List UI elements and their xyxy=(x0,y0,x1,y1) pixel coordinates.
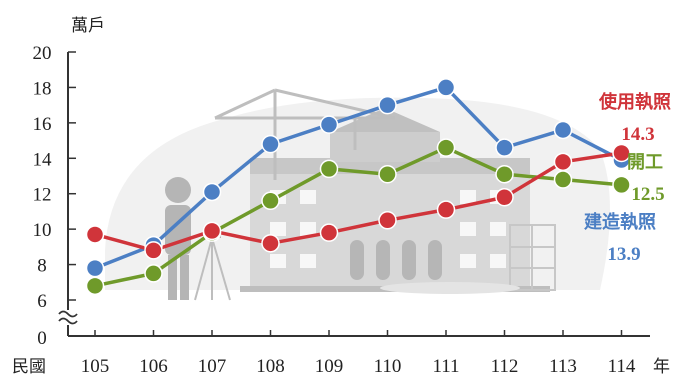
background-illustration xyxy=(105,88,610,301)
y-tick-label: 18 xyxy=(33,78,52,99)
series-line xyxy=(94,145,622,288)
x-tick-label: 111 xyxy=(432,356,459,377)
series-labels: 使用執照 14.3 開工 12.5 建造執照 13.9 xyxy=(584,91,671,265)
x-ticks: 105 106 107 108 109 110 111 112 113 114 xyxy=(81,330,636,377)
series-line xyxy=(94,85,623,270)
data-point xyxy=(85,258,105,278)
y-tick-label: 10 xyxy=(33,220,52,241)
data-point xyxy=(85,225,105,244)
data-point xyxy=(319,159,339,179)
series-layer xyxy=(85,78,631,296)
x-tick-label: 114 xyxy=(608,356,636,377)
data-point xyxy=(495,138,514,157)
data-point xyxy=(553,120,573,140)
data-point xyxy=(553,170,573,189)
y-ticks: 0 6 8 10 12 14 16 18 20 xyxy=(33,43,76,349)
series-name-label: 開工 xyxy=(627,152,663,173)
x-prefix-label: 民國 xyxy=(12,357,46,377)
x-tick-label: 113 xyxy=(549,356,577,377)
data-point xyxy=(612,175,631,195)
y-tick-label: 0 xyxy=(37,328,47,349)
series-value-label: 13.9 xyxy=(607,244,640,265)
x-tick-label: 110 xyxy=(374,356,402,377)
data-point xyxy=(261,134,280,154)
y-tick-label: 16 xyxy=(33,114,52,135)
series-line xyxy=(94,151,622,253)
y-tick-label: 14 xyxy=(33,149,53,170)
data-point xyxy=(378,164,397,184)
y-tick-label: 8 xyxy=(37,256,47,277)
data-point xyxy=(378,95,397,115)
data-point xyxy=(319,223,339,242)
series-name-label: 使用執照 xyxy=(598,91,671,113)
y-unit-label: 萬戶 xyxy=(71,16,105,36)
data-point xyxy=(612,143,631,163)
x-tick-label: 109 xyxy=(315,356,344,377)
x-tick-label: 106 xyxy=(139,356,168,377)
data-point xyxy=(553,152,573,172)
x-tick-label: 108 xyxy=(256,356,285,377)
data-point xyxy=(202,221,222,241)
axes: 萬戶 民國 年 xyxy=(12,16,670,377)
data-point xyxy=(436,78,456,97)
data-point xyxy=(261,191,280,211)
data-point xyxy=(202,182,222,202)
x-tick-label: 105 xyxy=(81,356,110,377)
data-point xyxy=(378,211,397,230)
y-tick-label: 12 xyxy=(33,185,52,206)
data-point xyxy=(319,115,339,134)
data-point xyxy=(144,241,163,260)
y-tick-label: 6 xyxy=(37,291,47,312)
x-tick-label: 107 xyxy=(198,356,227,377)
series-value-label: 12.5 xyxy=(631,184,664,205)
series-name-label: 建造執照 xyxy=(584,211,656,233)
x-tick-label: 112 xyxy=(491,356,519,377)
data-point xyxy=(261,234,280,253)
series-value-label: 14.3 xyxy=(621,124,654,145)
x-suffix-label: 年 xyxy=(653,357,670,377)
data-point xyxy=(144,264,163,283)
data-point xyxy=(436,200,456,219)
data-point xyxy=(495,164,514,184)
data-point xyxy=(85,276,105,296)
data-point xyxy=(436,138,456,157)
data-point xyxy=(495,188,514,207)
axis-break-mark xyxy=(58,310,78,325)
y-tick-label: 20 xyxy=(33,43,52,64)
